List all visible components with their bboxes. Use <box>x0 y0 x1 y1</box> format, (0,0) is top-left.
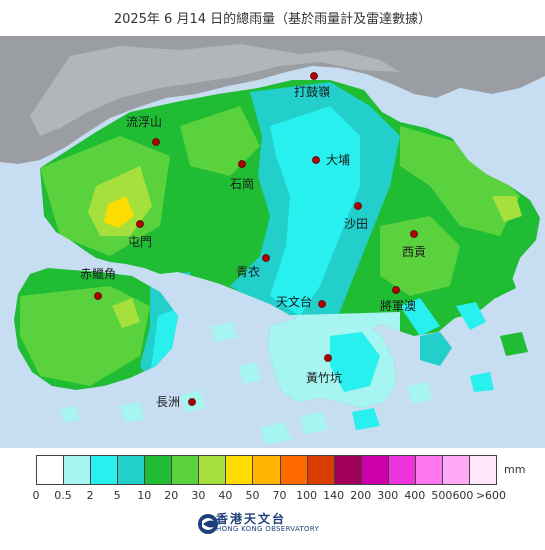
station-sha-tin[interactable]: 沙田 <box>344 202 368 232</box>
legend-tick-label: 70 <box>272 489 287 502</box>
legend-tick-label: 40 <box>218 489 233 502</box>
station-cheung-chau[interactable]: 長洲 <box>156 395 196 409</box>
legend-swatch <box>90 455 119 485</box>
station-hko[interactable]: 天文台 <box>276 294 326 309</box>
rainfall-legend <box>36 455 516 487</box>
legend-tick-label: 600 <box>452 489 474 502</box>
legend-swatch <box>279 455 308 485</box>
place-label: 屯門 <box>128 235 152 249</box>
legend-tick-label: 2 <box>86 489 94 502</box>
legend-unit: mm <box>504 463 526 476</box>
legend-tick-label: >600 <box>475 489 507 502</box>
legend-tick-label: 140 <box>323 489 345 502</box>
legend-swatch <box>306 455 335 485</box>
place-label: 青衣 <box>236 264 260 279</box>
legend-swatch <box>414 455 443 485</box>
place-label: 天文台 <box>276 294 312 309</box>
legend-swatch <box>63 455 92 485</box>
legend-tick-label: 0 <box>32 489 40 502</box>
station-tseung-kwan-o[interactable]: 將軍澳 <box>380 286 416 314</box>
hko-logo <box>198 514 218 534</box>
legend-swatch <box>252 455 281 485</box>
legend-swatch <box>468 455 497 485</box>
hko-name-en: HONG KONG OBSERVATORY <box>216 525 320 533</box>
place-label: 黃竹坑 <box>306 370 342 385</box>
station-tsing-yi[interactable]: 青衣 <box>236 254 270 280</box>
legend-swatch <box>360 455 389 485</box>
station-sai-kung[interactable]: 西貢 <box>402 230 426 260</box>
place-label: 將軍澳 <box>380 298 416 313</box>
legend-tick-label: 30 <box>191 489 206 502</box>
station-tai-po[interactable]: 大埔 <box>312 153 351 167</box>
legend-tick-label: 200 <box>350 489 372 502</box>
legend-tick-label: 10 <box>137 489 152 502</box>
place-label: 西貢 <box>402 245 426 259</box>
place-label: 流浮山 <box>126 115 162 129</box>
legend-tick-label: 400 <box>404 489 426 502</box>
legend-swatch <box>36 455 65 485</box>
station-chek-lap-kok[interactable]: 赤鱲角 <box>80 267 116 300</box>
place-label: 石崗 <box>230 177 254 191</box>
hko-name-cn: 香港天文台 <box>216 512 287 526</box>
station-lau-fau-shan[interactable]: 流浮山 <box>126 115 162 146</box>
map-title: 2025年 6 月14 日的總雨量（基於雨量計及雷達數據） <box>113 12 432 27</box>
hko-logo-icon <box>198 514 218 534</box>
legend-swatch <box>333 455 362 485</box>
place-label: 打鼓嶺 <box>294 85 330 99</box>
place-label: 大埔 <box>326 153 350 167</box>
place-label: 赤鱲角 <box>80 267 116 281</box>
legend-tick-label: 0.5 <box>54 489 72 502</box>
legend-swatch <box>117 455 146 485</box>
station-wong-chuk-hang[interactable]: 黃竹坑 <box>306 354 342 386</box>
legend-swatch <box>441 455 470 485</box>
station-markers: 打鼓嶺 流浮山 大埔 石崗 沙田 屯門 西貢 青衣 <box>80 72 426 409</box>
place-label: 沙田 <box>344 217 368 231</box>
legend-tick-label: 500 <box>431 489 453 502</box>
legend-ticks: 0 0.5 2 5 10 20 30 40 50 70 100 140 200 300 400 500 600 >… <box>32 489 516 503</box>
station-shek-kong[interactable]: 石崗 <box>230 160 254 192</box>
mainland-urban <box>30 44 400 136</box>
legend-swatch <box>144 455 173 485</box>
place-label: 長洲 <box>156 395 180 409</box>
legend-tick-label: 5 <box>113 489 121 502</box>
legend-tick-label: 300 <box>377 489 399 502</box>
legend-tick-label: 50 <box>245 489 260 502</box>
legend-tick-label: 20 <box>164 489 179 502</box>
legend-tick-label: 100 <box>296 489 318 502</box>
legend-swatch <box>171 455 200 485</box>
legend-swatch <box>387 455 416 485</box>
station-tuen-mun[interactable]: 屯門 <box>128 220 152 250</box>
rainfall-map: 打鼓嶺 流浮山 大埔 石崗 沙田 屯門 西貢 青衣 <box>0 36 545 448</box>
legend-swatch <box>198 455 227 485</box>
legend-swatch <box>225 455 254 485</box>
station-ta-kwu-ling[interactable]: 打鼓嶺 <box>294 72 330 100</box>
